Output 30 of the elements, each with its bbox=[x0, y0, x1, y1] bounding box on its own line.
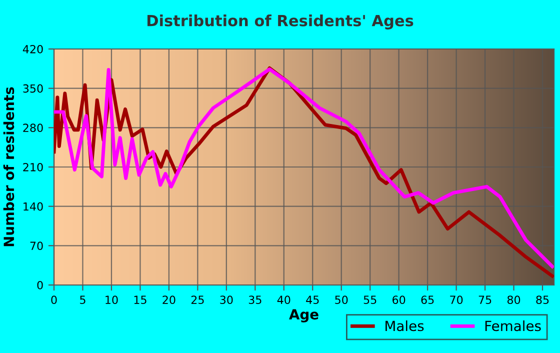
x-tick-label: 5 bbox=[80, 296, 86, 304]
x-tick-label: 35 bbox=[248, 296, 262, 304]
legend-label: Females bbox=[485, 320, 541, 332]
x-tick-label: 30 bbox=[220, 296, 233, 304]
x-axis-title: Age bbox=[289, 309, 318, 322]
x-tick-label: 80 bbox=[507, 296, 520, 304]
x-tick-label: 0 bbox=[51, 296, 57, 304]
x-tick-label: 85 bbox=[536, 296, 549, 304]
y-tick-label: 420 bbox=[22, 44, 43, 54]
x-tick-label: 55 bbox=[364, 296, 376, 304]
x-tick-label: 10 bbox=[106, 296, 118, 304]
y-tick-label: 280 bbox=[23, 124, 43, 132]
y-tick-label: 350 bbox=[23, 84, 43, 93]
x-tick-label: 15 bbox=[134, 296, 146, 304]
x-tick-label: 70 bbox=[450, 296, 463, 304]
x-tick-label: 40 bbox=[277, 296, 290, 304]
x-tick-label: 75 bbox=[478, 296, 492, 304]
y-tick-label: 0 bbox=[37, 280, 43, 290]
legend-label: Males bbox=[386, 320, 424, 332]
y-tick-label: 210 bbox=[23, 162, 43, 172]
x-tick-label: 65 bbox=[421, 296, 434, 304]
y-axis-title: Number of residents bbox=[3, 87, 14, 246]
x-tick-label: 20 bbox=[162, 296, 176, 304]
x-tick-label: 50 bbox=[335, 296, 348, 304]
y-tick-label: 70 bbox=[30, 242, 43, 250]
y-tick-label: 140 bbox=[24, 202, 43, 211]
x-tick-label: 60 bbox=[392, 296, 406, 304]
x-tick-label: 25 bbox=[191, 296, 204, 304]
chart-title: Distribution of Residents' Ages bbox=[147, 14, 414, 30]
x-tick-label: 45 bbox=[306, 296, 319, 304]
